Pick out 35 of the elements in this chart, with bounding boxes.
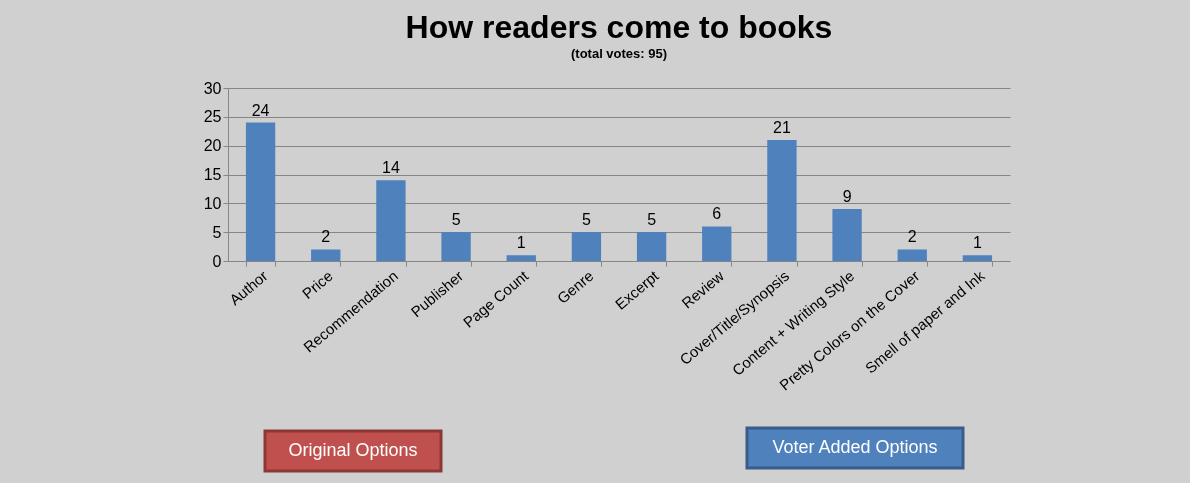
bar [832, 209, 862, 261]
data-label: 5 [647, 211, 657, 229]
data-label: 5 [451, 211, 461, 229]
data-label: 14 [382, 159, 400, 177]
bar [702, 226, 732, 261]
bar [245, 122, 276, 261]
y-tick-label: 30 [203, 79, 222, 97]
data-label: 1 [972, 234, 982, 252]
bar [376, 180, 406, 261]
bar [962, 255, 993, 261]
bar [897, 249, 927, 261]
text: Voter Added Options [772, 437, 938, 457]
bar [636, 232, 667, 261]
chart-subtitle: (total votes: 95) [570, 46, 668, 61]
bar [311, 249, 341, 261]
text: Original Options [288, 440, 418, 460]
y-tick-label: 0 [212, 252, 222, 270]
chart-title: How readers come to books [405, 9, 833, 45]
data-label: 9 [842, 188, 852, 206]
y-tick-label: 5 [212, 223, 222, 241]
bar [571, 232, 602, 261]
y-tick-label: 25 [203, 108, 222, 126]
data-label: 2 [321, 228, 331, 246]
data-label: 21 [773, 118, 791, 136]
bar [441, 232, 471, 261]
data-label: 24 [251, 101, 270, 119]
bar [506, 255, 536, 261]
y-tick-label: 20 [203, 137, 222, 155]
y-tick-label: 15 [203, 166, 222, 183]
y-tick-label: 10 [203, 194, 222, 212]
data-label: 6 [712, 205, 722, 223]
data-label: 2 [907, 228, 917, 246]
bar [767, 139, 797, 261]
data-label: 5 [581, 211, 591, 229]
data-label: 1 [516, 234, 526, 252]
